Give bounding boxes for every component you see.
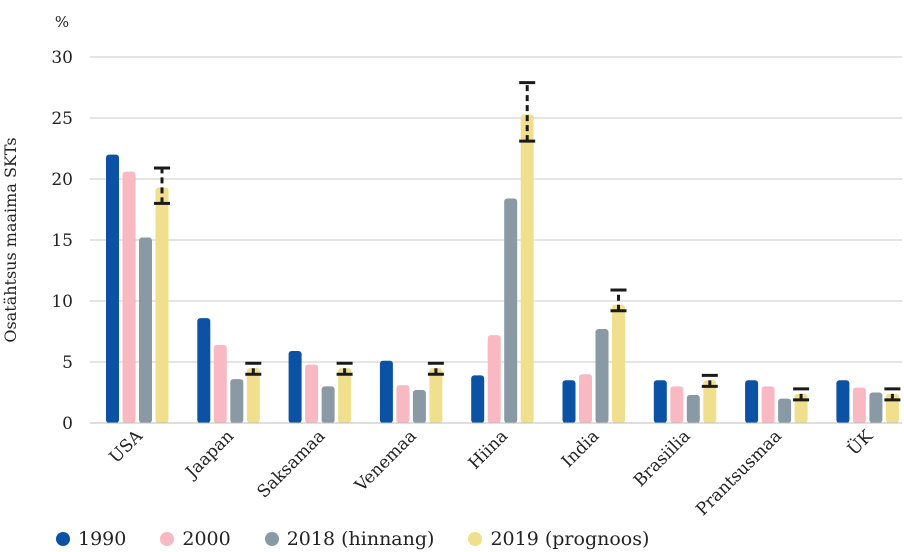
gridlines <box>90 56 902 363</box>
y-unit-label: % <box>55 13 69 31</box>
bar-2018-Saksamaa <box>321 386 335 423</box>
legend: 1990 2000 2018 (hinnang) 2019 (prognoos) <box>56 527 649 551</box>
error-bar <box>519 81 536 143</box>
legend-swatch <box>160 532 175 546</box>
bar-2000-Venemaa <box>396 385 410 423</box>
x-tick-labels: USA Jaapan Saksamaa Venemaa Hiina India Brasii… <box>106 425 878 519</box>
x-tick-label: Jaapan <box>181 426 238 483</box>
bar-2019-India <box>612 304 625 423</box>
bar-2019-USA <box>155 187 169 423</box>
bar-2000-Prantsusmaa <box>761 386 775 423</box>
bar-2018-ÜK <box>869 392 883 423</box>
x-tick-label: Prantsusmaa <box>692 426 786 520</box>
y-tick-label: 20 <box>51 170 73 190</box>
bar-1990-ÜK <box>836 380 850 423</box>
x-tick-label: Saksamaa <box>253 426 329 502</box>
bar-1990-Prantsusmaa <box>745 380 759 423</box>
legend-label: 2019 (prognoos) <box>490 528 650 550</box>
bar-2018-Prantsusmaa <box>778 398 792 423</box>
bar-2000-India <box>579 374 592 423</box>
error-bar <box>245 361 262 376</box>
bar-2019-Venemaa <box>429 368 443 423</box>
bar-2000-USA <box>122 171 136 423</box>
x-tick-label: India <box>558 426 603 471</box>
bar-2000-Jaapan <box>213 344 227 423</box>
bar-1990-Jaapan <box>197 318 211 423</box>
bar-2018-USA <box>139 237 152 423</box>
y-tick-label: 5 <box>62 353 73 373</box>
legend-swatch <box>468 532 483 546</box>
y-tick-label: 15 <box>51 231 73 251</box>
legend-item: 2000 <box>160 528 231 550</box>
bar-2000-Saksamaa <box>305 364 319 423</box>
bar-2018-Brasiilia <box>686 394 700 423</box>
legend-label: 2000 <box>182 528 231 550</box>
legend-item: 1990 <box>56 528 126 550</box>
error-bar <box>154 166 170 205</box>
legend-item: 2018 (hinnang) <box>264 528 435 550</box>
bar-1990-USA <box>106 154 119 423</box>
y-tick-labels: 0 5 10 15 20 25 30 <box>51 48 73 434</box>
error-bar <box>884 387 901 402</box>
legend-swatch <box>56 532 70 546</box>
error-bar <box>610 288 627 313</box>
bar-2000-Brasiilia <box>670 386 684 423</box>
legend-label: 2018 (hinnang) <box>286 528 435 550</box>
bar-1990-Brasiilia <box>653 380 667 423</box>
bar-2019-Jaapan <box>246 368 260 423</box>
error-bars <box>154 81 901 402</box>
legend-label: 1990 <box>78 528 127 550</box>
bar-2019-Hiina <box>520 114 534 423</box>
legend-swatch <box>264 532 279 546</box>
bar-1990-Venemaa <box>379 360 393 423</box>
bar-chart: 0 5 10 15 20 25 30 USA Jaapan Saksamaa Venemaa Hii… <box>1 13 902 520</box>
y-tick-label: 30 <box>51 48 73 68</box>
x-tick-label: Venemaa <box>351 426 421 496</box>
bar-2018-Jaapan <box>230 379 244 423</box>
y-tick-label: 0 <box>62 414 73 434</box>
x-tick-label: USA <box>106 426 148 468</box>
x-tick-label: Brasiilia <box>630 426 695 491</box>
bar-1990-Saksamaa <box>288 351 302 423</box>
x-tick-label: Hiina <box>465 426 512 473</box>
error-bar <box>793 387 810 402</box>
bar-2019-Brasiilia <box>703 380 717 423</box>
bar-2019-Saksamaa <box>338 368 352 423</box>
bars <box>106 114 899 423</box>
bar-2000-Hiina <box>487 335 501 423</box>
x-tick-label: ÜK <box>843 425 877 459</box>
y-tick-label: 25 <box>51 109 73 129</box>
legend-item: 2019 (prognoos) <box>468 528 649 550</box>
bar-1990-India <box>562 380 576 423</box>
y-axis-title: Osatähtsus maaima SKTs <box>1 137 20 342</box>
bar-2000-ÜK <box>852 387 866 423</box>
bar-2018-India <box>595 329 609 423</box>
error-bar <box>336 361 353 376</box>
bar-2018-Hiina <box>504 198 518 423</box>
y-tick-label: 10 <box>51 292 73 312</box>
bar-1990-Hiina <box>471 375 485 423</box>
bar-2018-Venemaa <box>412 390 426 423</box>
error-bar <box>427 361 444 376</box>
error-bar <box>701 373 718 388</box>
